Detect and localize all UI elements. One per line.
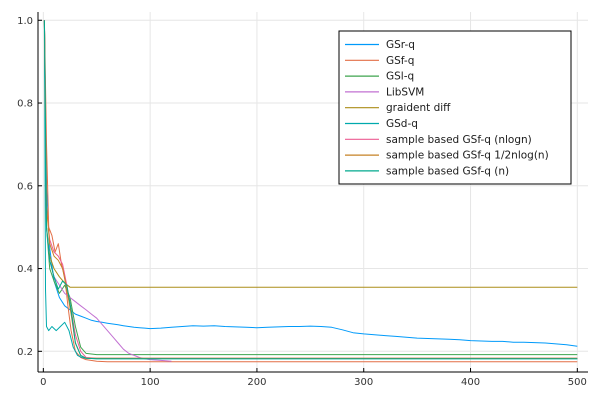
series-line-libsvm <box>43 20 172 362</box>
x-tick-label: 200 <box>247 377 266 388</box>
legend-box <box>338 30 572 185</box>
series-line-gsl-q <box>43 20 578 356</box>
legend-label: sample based GSf-q (nlogn) <box>386 134 532 146</box>
y-ticks: 0.2 0.4 0.6 0.8 1.0 <box>17 16 42 358</box>
y-tick-label: 0.4 <box>17 264 33 275</box>
y-tick-label: 0.6 <box>17 181 33 192</box>
series-line-gsr-q <box>43 20 578 347</box>
legend: GSr-q GSf-q GSl-q LibSVM graident diff GSd-q s… <box>338 30 572 185</box>
series-lines <box>43 20 578 363</box>
legend-label: sample based GSf-q 1/2nlog(n) <box>386 150 549 162</box>
legend-label: graident diff <box>386 102 451 114</box>
legend-label: GSl-q <box>386 71 414 83</box>
x-tick-label: 100 <box>141 377 160 388</box>
y-tick-label: 0.2 <box>17 347 33 358</box>
y-tick-label: 0.8 <box>17 99 33 110</box>
x-ticks: 0 100 200 300 400 500 <box>40 368 587 388</box>
legend-label: GSd-q <box>386 118 418 130</box>
x-tick-label: 0 <box>40 377 46 388</box>
axes <box>37 12 588 373</box>
legend-label: LibSVM <box>386 86 424 98</box>
x-tick-label: 400 <box>461 377 480 388</box>
series-line-gsf-q <box>43 20 578 363</box>
legend-label: GSf-q <box>386 55 414 67</box>
legend-label: GSr-q <box>386 39 415 51</box>
y-tick-label: 1.0 <box>17 16 33 27</box>
x-tick-label: 500 <box>568 377 587 388</box>
series-line-sample-based-gsf-q-n <box>43 20 578 360</box>
legend-label: sample based GSf-q (n) <box>386 165 509 177</box>
x-tick-label: 300 <box>354 377 373 388</box>
